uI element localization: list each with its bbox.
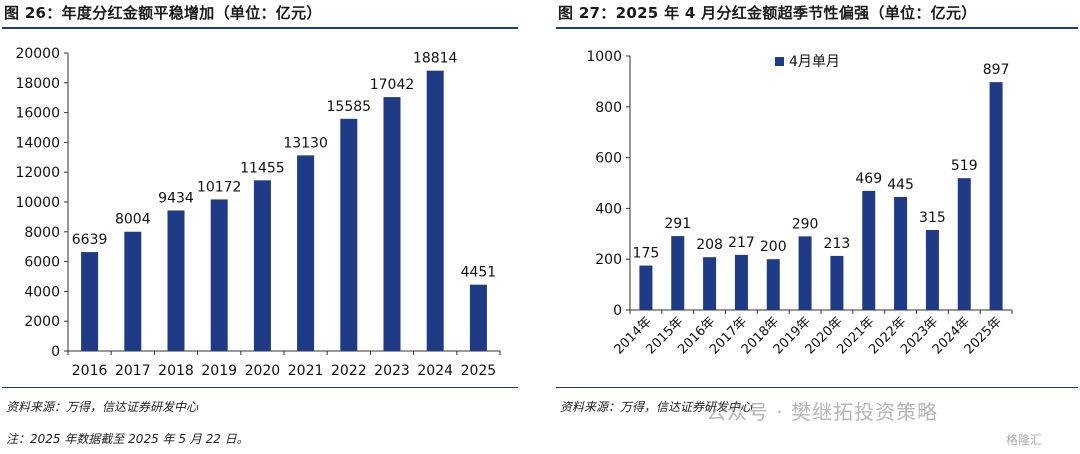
- left-x-tick-label: 2017: [115, 363, 151, 379]
- left-x-tick-label: 2025: [461, 363, 497, 379]
- right-data-label: 217: [728, 235, 755, 251]
- left-x-tick-label: 2019: [201, 363, 237, 379]
- left-title-rule: [2, 27, 518, 29]
- left-y-tick-label: 10000: [15, 195, 60, 211]
- left-bar: [340, 118, 358, 351]
- right-bar: [766, 259, 780, 310]
- left-x-tick-label: 2021: [288, 363, 324, 379]
- right-y-tick-label: 200: [595, 252, 622, 268]
- left-source-note: 资料来源：万得，信达证券研发中心: [6, 400, 199, 414]
- right-data-label: 315: [919, 210, 946, 226]
- right-y-tick-label: 600: [595, 151, 622, 167]
- left-x-tick-label: 2023: [374, 363, 410, 379]
- right-data-label: 519: [951, 158, 978, 174]
- left-bottom-rule: [2, 387, 518, 388]
- left-bar: [253, 180, 271, 351]
- left-bar: [210, 199, 228, 351]
- right-bar: [830, 255, 844, 310]
- left-y-tick-label: 16000: [15, 106, 60, 122]
- right-data-label: 897: [983, 62, 1010, 78]
- left-data-label: 13130: [283, 135, 328, 151]
- left-data-label: 18814: [413, 51, 458, 67]
- right-y-tick-label: 0: [613, 303, 622, 319]
- right-title-rule: [556, 27, 1078, 29]
- left-y-tick-label: 14000: [15, 135, 60, 151]
- right-bar: [862, 190, 876, 310]
- right-data-label: 291: [664, 216, 691, 232]
- left-data-label: 9434: [158, 190, 194, 206]
- right-legend-label: 4月单月: [789, 54, 840, 70]
- left-y-tick-label: 12000: [15, 165, 60, 181]
- right-bar: [989, 82, 1003, 310]
- right-bar: [639, 265, 653, 310]
- right-y-tick-label: 1000: [586, 49, 622, 65]
- right-data-label: 213: [824, 236, 851, 252]
- left-x-tick-label: 2022: [331, 363, 367, 379]
- right-data-label: 208: [696, 237, 723, 253]
- left-data-label: 4451: [461, 265, 497, 281]
- right-bar: [703, 257, 717, 310]
- left-bar: [167, 210, 185, 351]
- right-bar: [957, 178, 971, 310]
- left-bar: [81, 252, 99, 351]
- left-y-tick-label: 20000: [15, 46, 60, 62]
- right-y-tick-label: 800: [595, 100, 622, 116]
- right-bar: [671, 236, 685, 310]
- watermark-text: 公众号 · 樊继拓投资策略: [706, 400, 939, 424]
- left-bar: [124, 231, 142, 351]
- right-y-tick-label: 400: [595, 201, 622, 217]
- left-x-tick-label: 2020: [245, 363, 281, 379]
- right-bar: [734, 254, 748, 310]
- left-bar: [297, 155, 315, 351]
- left-y-tick-label: 2000: [24, 314, 60, 330]
- left-x-tick-label: 2024: [417, 363, 453, 379]
- left-bar: [426, 70, 444, 352]
- left-y-tick-label: 8000: [24, 225, 60, 241]
- left-data-label: 15585: [327, 99, 372, 115]
- left-data-label: 8004: [115, 212, 151, 228]
- left-date-note: 注：2025 年数据截至 2025 年 5 月 22 日。: [6, 432, 249, 446]
- left-x-tick-label: 2016: [72, 363, 108, 379]
- right-chart-title: 图 27：2025 年 4 月分红金额超季节性偏强（单位：亿元）: [558, 4, 977, 22]
- left-x-tick-label: 2018: [158, 363, 194, 379]
- left-y-tick-label: 18000: [15, 76, 60, 92]
- watermark-logo: 格隆汇: [1006, 433, 1043, 447]
- left-chart-title: 图 26：年度分红金额平稳增加（单位：亿元）: [4, 4, 322, 22]
- left-data-label: 17042: [370, 77, 415, 93]
- right-bar: [925, 229, 939, 310]
- left-bar: [383, 97, 401, 351]
- right-data-label: 200: [760, 239, 787, 255]
- left-data-label: 10172: [197, 179, 242, 195]
- left-y-tick-label: 0: [51, 344, 60, 360]
- left-y-tick-label: 4000: [24, 284, 60, 300]
- right-data-label: 290: [792, 216, 819, 232]
- right-data-label: 175: [633, 246, 660, 262]
- right-source-note: 资料来源：万得，信达证券研发中心: [560, 400, 753, 414]
- left-y-tick-label: 6000: [24, 255, 60, 271]
- right-legend-swatch: [775, 57, 784, 66]
- right-bar: [894, 196, 908, 310]
- right-bar: [798, 236, 812, 310]
- right-data-label: 445: [887, 177, 914, 193]
- left-data-label: 11455: [240, 160, 285, 176]
- right-data-label: 469: [855, 171, 882, 187]
- left-bar: [469, 284, 487, 351]
- right-bottom-rule: [556, 387, 1078, 388]
- left-data-label: 6639: [72, 232, 108, 248]
